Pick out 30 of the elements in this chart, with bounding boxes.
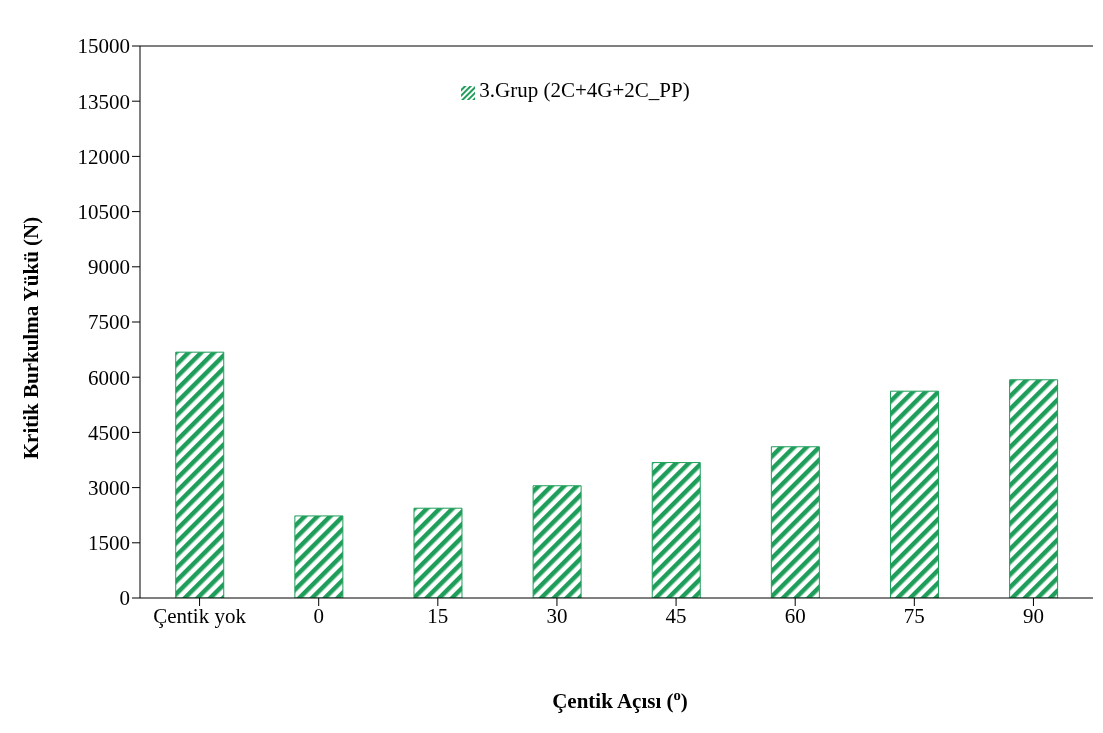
x-tick-label: Çentik yok <box>153 603 247 628</box>
y-tick-label: 12000 <box>77 144 130 169</box>
y-tick-label: 15000 <box>77 34 130 59</box>
bar <box>175 351 225 598</box>
x-tick-label: 45 <box>665 603 687 628</box>
y-axis-title: Kritik Burkulma Yükü (N) <box>19 216 43 460</box>
bar <box>1009 379 1059 598</box>
y-tick-label: 13500 <box>77 89 130 114</box>
y-tick-label: 10500 <box>77 200 130 225</box>
y-tick-label: 3000 <box>88 476 130 501</box>
x-tick-label: 90 <box>1022 603 1044 628</box>
bar <box>889 390 939 598</box>
x-axis-title: Çentik Açısı ($^{o}$) <box>552 687 688 713</box>
bar <box>770 446 820 598</box>
y-tick-label: 7500 <box>88 310 130 335</box>
x-tick-label: 0 <box>313 603 324 628</box>
y-tick-label: 6000 <box>88 365 130 390</box>
y-tick-label: 9000 <box>88 255 130 280</box>
y-tick-label: 1500 <box>88 531 130 556</box>
y-tick-label: 0 <box>119 586 130 611</box>
x-tick-label: 75 <box>903 603 925 628</box>
x-tick-label: 60 <box>784 603 806 628</box>
legend-label: 3.Grup (2C+4G+2C_PP) <box>479 78 690 102</box>
y-tick-label: 4500 <box>88 420 130 445</box>
bar <box>294 515 344 598</box>
bar <box>651 462 701 598</box>
x-tick-label: 30 <box>546 603 568 628</box>
bar <box>532 485 582 598</box>
x-tick-label: 15 <box>427 603 449 628</box>
bar <box>413 507 463 598</box>
